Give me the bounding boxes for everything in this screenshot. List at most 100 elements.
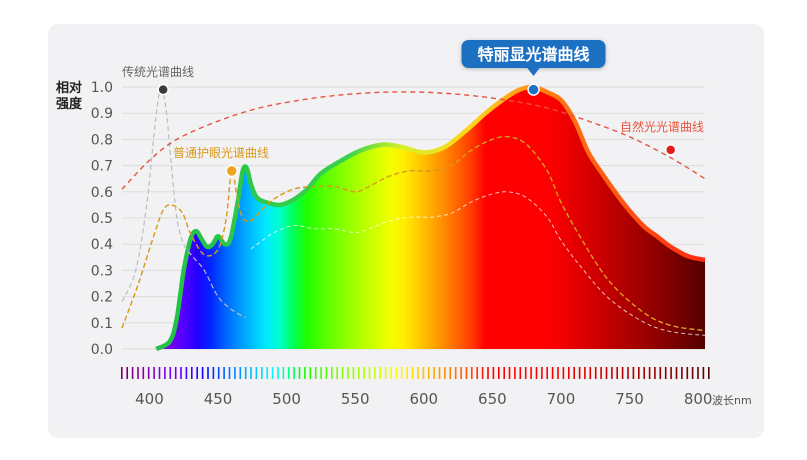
series-line xyxy=(121,91,706,190)
wavelength-band-tick xyxy=(492,367,495,379)
wavelength-band-tick xyxy=(158,367,161,379)
x-tick-label: 700 xyxy=(547,390,576,408)
wavelength-band-tick xyxy=(401,367,403,379)
wavelength-band-tick xyxy=(476,367,478,379)
wavelength-band-tick xyxy=(196,367,198,379)
wavelength-band-tick xyxy=(336,367,338,379)
y-tick-label: 0.4 xyxy=(91,237,113,253)
wavelength-band-tick xyxy=(422,367,425,379)
wavelength-band-tick xyxy=(686,367,689,379)
wavelength-band-tick xyxy=(223,367,225,379)
wavelength-band-tick xyxy=(438,367,441,379)
y-tick-label: 0.2 xyxy=(91,290,113,306)
wavelength-band-tick xyxy=(406,367,408,379)
callout-box xyxy=(461,40,606,68)
wavelength-band xyxy=(121,367,710,379)
y-tick-label: 0.1 xyxy=(91,316,113,332)
x-tick-label: 450 xyxy=(204,390,233,408)
y-axis-label: 相对 xyxy=(56,80,82,96)
brilliant-spectrum-line xyxy=(155,84,706,352)
wavelength-band-tick xyxy=(616,367,618,379)
wavelength-band-tick xyxy=(368,367,371,379)
wavelength-band-tick xyxy=(605,367,608,379)
series-marker xyxy=(225,164,238,178)
wavelength-band-tick xyxy=(358,367,360,379)
wavelength-band-tick xyxy=(287,367,290,379)
wavelength-band-tick xyxy=(508,367,511,379)
wavelength-band-tick xyxy=(573,367,575,379)
wavelength-band-tick xyxy=(530,367,532,379)
wavelength-band-tick xyxy=(638,367,640,379)
wavelength-band-tick xyxy=(498,367,500,379)
wavelength-band-tick xyxy=(654,367,656,379)
wavelength-band-tick xyxy=(207,367,209,379)
wavelength-band-tick xyxy=(417,367,419,379)
series-label-natural: 自然光光谱曲线 xyxy=(620,119,704,134)
wavelength-band-tick xyxy=(670,367,672,379)
wavelength-band-tick xyxy=(266,367,268,379)
wavelength-band-tick xyxy=(347,367,349,379)
wavelength-band-tick xyxy=(277,367,279,379)
wavelength-band-tick xyxy=(578,367,581,379)
y-tick-label: 0.3 xyxy=(91,263,113,279)
wavelength-band-tick xyxy=(648,367,651,379)
x-tick-label: 800 xyxy=(684,390,713,408)
wavelength-band-tick xyxy=(164,367,166,379)
wavelength-band-tick xyxy=(611,367,613,379)
x-tick-label: 400 xyxy=(135,390,164,408)
wavelength-band-tick xyxy=(174,367,177,379)
wavelength-band-tick xyxy=(594,367,597,379)
wavelength-band-tick xyxy=(503,367,505,379)
wavelength-band-tick xyxy=(126,367,128,379)
y-axis-label: 强度 xyxy=(56,96,83,112)
wavelength-band-tick xyxy=(562,367,565,379)
y-tick-label: 0.5 xyxy=(91,211,113,227)
wavelength-band-tick xyxy=(137,367,139,379)
x-tick-label: 750 xyxy=(615,390,644,408)
series-marker xyxy=(664,144,677,156)
wavelength-band-tick xyxy=(374,367,376,379)
wavelength-band-tick xyxy=(659,367,662,379)
wavelength-band-tick xyxy=(142,367,145,379)
y-tick-label: 0.0 xyxy=(91,342,113,358)
wavelength-band-tick xyxy=(341,367,344,379)
wavelength-band-tick xyxy=(584,367,586,379)
wavelength-band-tick xyxy=(298,367,301,379)
wavelength-band-tick xyxy=(621,367,624,379)
callout-pointer xyxy=(526,67,541,76)
wavelength-band-tick xyxy=(304,367,306,379)
x-tick-label: 500 xyxy=(272,390,301,408)
wavelength-band-tick xyxy=(433,367,435,379)
series-marker xyxy=(527,83,540,96)
wavelength-band-tick xyxy=(201,367,204,379)
x-tick-label: 550 xyxy=(341,390,370,408)
wavelength-band-tick xyxy=(524,367,527,379)
wavelength-band-tick xyxy=(691,367,694,379)
wavelength-band-tick xyxy=(185,367,188,379)
wavelength-band-tick xyxy=(121,367,123,379)
wavelength-band-tick xyxy=(234,367,236,379)
wavelength-band-tick xyxy=(428,367,430,379)
wavelength-band-tick xyxy=(697,367,699,379)
wavelength-band-tick xyxy=(217,367,220,379)
wavelength-band-tick xyxy=(250,367,252,379)
wavelength-band-tick xyxy=(261,367,263,379)
wavelength-band-tick xyxy=(557,367,559,379)
wavelength-band-tick xyxy=(449,367,452,379)
wavelength-band-tick xyxy=(551,367,554,379)
x-tick-label: 600 xyxy=(409,390,438,408)
y-tick-label: 0.8 xyxy=(91,132,113,148)
wavelength-band-tick xyxy=(228,367,231,379)
wavelength-band-tick xyxy=(514,367,516,379)
wavelength-band-tick xyxy=(519,367,522,379)
wavelength-band-tick xyxy=(331,367,333,379)
y-tick-label: 0.6 xyxy=(91,185,113,201)
series-line xyxy=(121,88,246,319)
y-tick-label: 1.0 xyxy=(91,80,113,96)
wavelength-band-tick xyxy=(395,367,398,379)
wavelength-band-tick xyxy=(627,367,629,379)
